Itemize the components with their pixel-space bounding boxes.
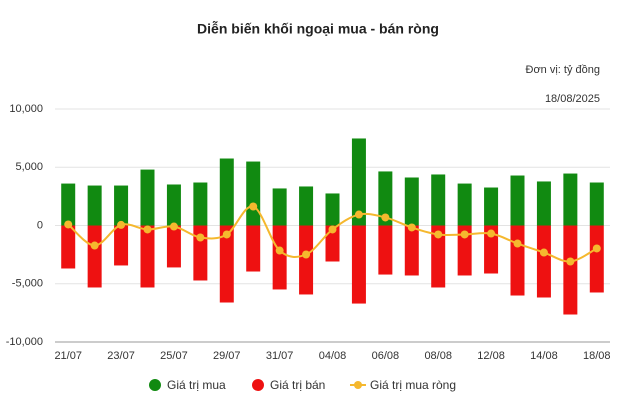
bar	[272, 225, 287, 290]
bar	[246, 161, 261, 226]
bar	[589, 225, 604, 293]
legend-swatch	[149, 379, 161, 391]
net-point	[302, 250, 311, 259]
bar	[484, 187, 499, 226]
bar	[219, 225, 234, 303]
net-point	[117, 220, 126, 229]
date-label: 18/08/2025	[545, 93, 600, 105]
net-point	[592, 244, 601, 253]
y-tick-label: -5,000	[12, 278, 43, 290]
bar	[378, 171, 393, 226]
bar	[325, 193, 340, 226]
net-point	[539, 248, 548, 257]
net-point	[328, 225, 337, 234]
legend-swatch	[354, 381, 362, 389]
bar	[325, 225, 340, 262]
bar	[563, 173, 578, 226]
net-point	[460, 230, 469, 239]
net-point	[64, 220, 73, 229]
bar	[404, 177, 419, 226]
bar	[589, 182, 604, 226]
net-point	[434, 230, 443, 239]
bar	[166, 225, 181, 268]
y-tick-label: 0	[37, 219, 43, 231]
net-point	[354, 210, 363, 219]
net-point	[90, 241, 99, 250]
bar	[272, 188, 287, 226]
bar	[114, 185, 129, 226]
net-point	[566, 257, 575, 266]
bar	[563, 225, 578, 315]
legend-swatch	[252, 379, 264, 391]
y-tick-label: 10,000	[9, 103, 43, 115]
bar	[536, 225, 551, 298]
bar	[378, 225, 393, 275]
x-tick-label: 12/08	[477, 350, 505, 362]
net-point	[196, 233, 205, 242]
legend-label: Giá trị mua	[167, 378, 226, 392]
net-point	[407, 223, 416, 232]
y-tick-label: 5,000	[15, 161, 43, 173]
x-tick-label: 18/08	[583, 350, 611, 362]
bar	[351, 225, 366, 304]
bar	[299, 225, 314, 295]
bar	[510, 225, 525, 296]
bar	[166, 184, 181, 226]
bar	[114, 225, 129, 266]
net-point	[143, 225, 152, 234]
net-point	[275, 246, 284, 255]
x-tick-label: 14/08	[530, 350, 558, 362]
bar	[299, 186, 314, 226]
bar	[87, 185, 102, 226]
net-point	[513, 239, 522, 248]
net-point	[381, 213, 390, 222]
x-tick-label: 23/07	[107, 350, 135, 362]
bar	[484, 225, 499, 274]
bar	[431, 225, 446, 288]
bar	[536, 181, 551, 226]
legend-label: Giá trị mua ròng	[370, 378, 456, 392]
net-point	[249, 202, 258, 211]
net-point	[169, 222, 178, 231]
x-tick-label: 04/08	[319, 350, 347, 362]
bar	[140, 169, 155, 226]
bar	[351, 138, 366, 226]
bar	[219, 158, 234, 226]
x-tick-label: 06/08	[372, 350, 400, 362]
bar	[246, 225, 261, 272]
unit-label: Đơn vị: tỷ đồng	[526, 64, 600, 76]
x-tick-label: 08/08	[424, 350, 452, 362]
legend-label: Giá trị bán	[270, 378, 325, 392]
y-tick-label: -10,000	[6, 336, 43, 348]
x-tick-label: 29/07	[213, 350, 241, 362]
bar	[193, 182, 208, 226]
bar	[87, 225, 102, 288]
bar	[61, 225, 76, 269]
bar	[140, 225, 155, 288]
chart-title: Diễn biến khối ngoại mua - bán ròng	[197, 21, 439, 37]
bar	[431, 174, 446, 226]
bar	[510, 175, 525, 226]
bar	[404, 225, 419, 276]
bar	[457, 225, 472, 276]
bar	[457, 183, 472, 226]
x-tick-label: 31/07	[266, 350, 294, 362]
x-tick-label: 25/07	[160, 350, 188, 362]
net-point	[222, 230, 231, 239]
bar	[61, 183, 76, 226]
net-point	[487, 229, 496, 238]
x-tick-label: 21/07	[54, 350, 82, 362]
